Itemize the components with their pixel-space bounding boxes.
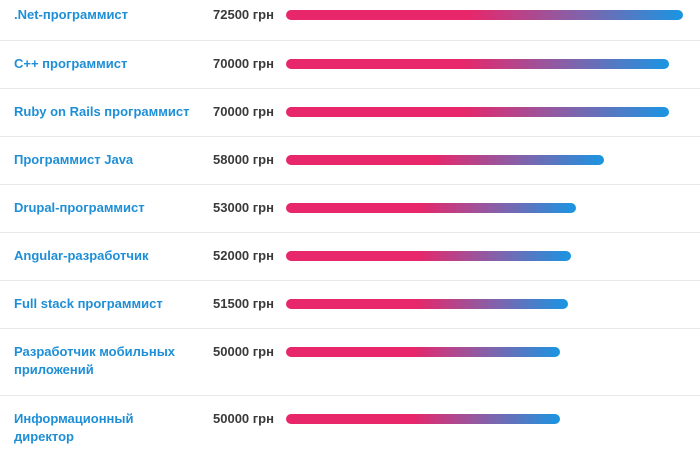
job-title-link-drupal[interactable]: Drupal-программист xyxy=(14,200,145,215)
salary-bar-track xyxy=(286,251,683,261)
salary-row-cpp: C++ программист 70000 грн xyxy=(0,41,700,89)
salary-value-label: 58000 грн xyxy=(213,152,274,167)
salary-value-label: 50000 грн xyxy=(213,344,274,359)
salary-row-drupal: Drupal-программист 53000 грн xyxy=(0,185,700,233)
job-title-link-net[interactable]: .Net-программист xyxy=(14,7,129,22)
salary-value-label: 51500 грн xyxy=(213,296,274,311)
job-title-link-cpp[interactable]: C++ программист xyxy=(14,56,128,71)
salary-bar-angular xyxy=(286,251,571,261)
salary-bar-cpp xyxy=(286,59,669,69)
job-title-link-mobile[interactable]: Разработчик мобильных приложений xyxy=(14,344,176,377)
job-title-link-ruby-on-rails[interactable]: Ruby on Rails программист xyxy=(14,104,190,119)
salary-bar-java xyxy=(286,155,604,165)
salary-value-label: 50000 грн xyxy=(213,411,274,426)
salary-bar-full-stack xyxy=(286,299,568,309)
salary-value-label: 53000 грн xyxy=(213,200,274,215)
salary-value-label: 52000 грн xyxy=(213,248,274,263)
salary-bar-cio xyxy=(286,414,560,424)
job-title-link-cio[interactable]: Информационный директор xyxy=(14,411,134,444)
salary-row-ruby-on-rails: Ruby on Rails программист 70000 грн xyxy=(0,89,700,137)
salary-bar-track xyxy=(286,299,683,309)
salary-value-label: 70000 грн xyxy=(213,56,274,71)
salary-row-mobile: Разработчик мобильных приложений 50000 гр… xyxy=(0,329,700,396)
salary-bar-net xyxy=(286,10,683,20)
salary-bar-track xyxy=(286,10,683,20)
job-title-link-full-stack[interactable]: Full stack программист xyxy=(14,296,163,311)
salary-bar-track xyxy=(286,59,683,69)
salary-bar-track xyxy=(286,107,683,117)
salary-row-java: Программист Java 58000 грн xyxy=(0,137,700,185)
salary-bar-track xyxy=(286,347,683,357)
salary-bar-drupal xyxy=(286,203,576,213)
salary-bar-track xyxy=(286,203,683,213)
salary-row-angular: Angular-разработчик 52000 грн xyxy=(0,233,700,281)
salary-bar-track xyxy=(286,155,683,165)
salary-row-cio: Информационный директор 50000 грн xyxy=(0,396,700,455)
job-title-link-java[interactable]: Программист Java xyxy=(14,152,134,167)
salary-value-label: 70000 грн xyxy=(213,104,274,119)
salary-row-full-stack: Full stack программист 51500 грн xyxy=(0,281,700,329)
salary-bar-ruby-on-rails xyxy=(286,107,669,117)
salary-value-label: 72500 грн xyxy=(213,7,274,22)
salary-bar-track xyxy=(286,414,683,424)
job-title-link-angular[interactable]: Angular-разработчик xyxy=(14,248,149,263)
salary-bar-mobile xyxy=(286,347,560,357)
salary-row-net: .Net-программист 72500 грн xyxy=(0,0,700,41)
